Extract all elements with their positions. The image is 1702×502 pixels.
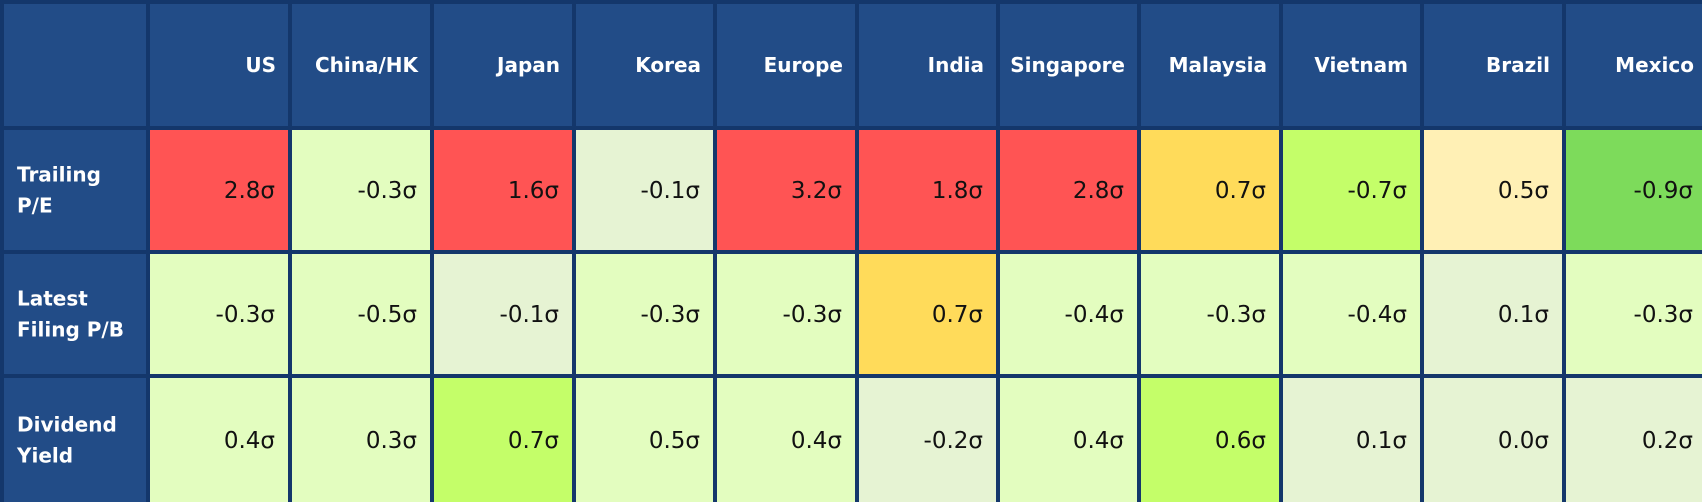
cell-value-label: 2.8σ [1073,178,1124,204]
heatmap-cell [292,130,430,250]
heatmap-cell [1141,130,1279,250]
cell-value-label: 1.8σ [932,178,983,204]
cell-value-label: 0.1σ [1356,428,1407,454]
column-header-label: Korea [635,53,701,77]
column-header-label: Malaysia [1169,53,1267,77]
heatmap-cell [859,378,996,502]
cell-value-label: 0.4σ [224,428,275,454]
heatmap-cell [1141,378,1279,502]
column-header-cell [717,4,855,126]
column-header-cell [1141,4,1279,126]
column-header-cell [1566,4,1702,126]
cell-value-label: 0.6σ [1215,428,1266,454]
heatmap-cell [434,378,572,502]
heatmap-cell [1424,130,1562,250]
heatmap-cell [1424,378,1562,502]
column-header-cell [292,4,430,126]
cell-value-label: 0.4σ [791,428,842,454]
row-header-cell [4,254,146,374]
heatmap-cell [576,254,713,374]
cell-value-label: 1.6σ [508,178,559,204]
cell-value-label: 0.0σ [1498,428,1549,454]
column-header-cell [150,4,288,126]
row-header-label: Trailing [17,163,101,187]
heatmap-cell [434,254,572,374]
heatmap-cell [717,254,855,374]
heatmap-cell [1566,130,1702,250]
column-header-cell [1000,4,1137,126]
heatmap-cell [292,378,430,502]
heatmap-cell [292,254,430,374]
heatmap-cell [859,130,996,250]
column-header-label: Vietnam [1314,53,1408,77]
cell-value-label: 0.1σ [1498,302,1549,328]
column-header-cell [434,4,572,126]
cell-value-label: 0.7σ [932,302,983,328]
cell-value-label: -0.4σ [1348,302,1407,328]
cell-value-label: -0.3σ [641,302,700,328]
column-header-label: China/HK [315,53,420,77]
column-header-label: Mexico [1615,53,1694,77]
row-header-label: Latest [17,287,88,311]
row-header-cell [4,378,146,502]
column-header-cell [1283,4,1420,126]
cell-value-label: 3.2σ [791,178,842,204]
cell-value-label: 0.3σ [366,428,417,454]
column-header-label: Europe [764,53,843,77]
heatmap-cell [1000,254,1137,374]
cell-value-label: 0.7σ [1215,178,1266,204]
heatmap-cell [434,130,572,250]
row-header-label: P/E [17,194,53,218]
cell-value-label: -0.7σ [1348,178,1407,204]
corner-cell [4,4,146,126]
heatmap-cell [576,130,713,250]
cell-value-label: 0.2σ [1642,428,1693,454]
cell-value-label: -0.3σ [1207,302,1266,328]
heatmap-cell [1283,254,1420,374]
cell-value-label: 2.8σ [224,178,275,204]
cell-value-label: 0.5σ [649,428,700,454]
heatmap-cell [150,254,288,374]
column-header-label: Singapore [1010,53,1125,77]
heatmap-cell [859,254,996,374]
cell-value-label: 0.7σ [508,428,559,454]
row-header-label: Dividend [17,413,117,437]
heatmap-cell [1283,130,1420,250]
cell-value-label: 0.4σ [1073,428,1124,454]
heatmap-cell [576,378,713,502]
cell-value-label: -0.5σ [358,302,417,328]
column-header-label: India [928,53,984,77]
column-header-label: Japan [495,53,560,77]
heatmap-cell [1000,378,1137,502]
cell-value-label: -0.1σ [641,178,700,204]
column-header-cell [1424,4,1562,126]
cell-value-label: -0.2σ [924,428,983,454]
column-header-cell [859,4,996,126]
heatmap-cell [717,130,855,250]
row-header-cell [4,130,146,250]
column-header-label: Brazil [1486,53,1550,77]
row-header-label: Filing P/B [17,318,124,342]
cell-value-label: -0.1σ [500,302,559,328]
heatmap-cell [1566,378,1702,502]
cell-value-label: -0.3σ [216,302,275,328]
cell-value-label: -0.3σ [1634,302,1693,328]
row-header-label: Yield [16,444,73,468]
cell-value-label: -0.3σ [783,302,842,328]
cell-value-label: -0.4σ [1065,302,1124,328]
cell-value-label: 0.5σ [1498,178,1549,204]
heatmap-cell [1000,130,1137,250]
cell-value-label: -0.9σ [1634,178,1693,204]
column-header-cell [576,4,713,126]
cell-value-label: -0.3σ [358,178,417,204]
heatmap-cell [1283,378,1420,502]
heatmap-cell [717,378,855,502]
heatmap-cell [150,130,288,250]
heatmap-cell [1141,254,1279,374]
column-header-label: US [245,53,276,77]
heatmap-cell [1566,254,1702,374]
heatmap-cell [150,378,288,502]
heatmap-cell [1424,254,1562,374]
